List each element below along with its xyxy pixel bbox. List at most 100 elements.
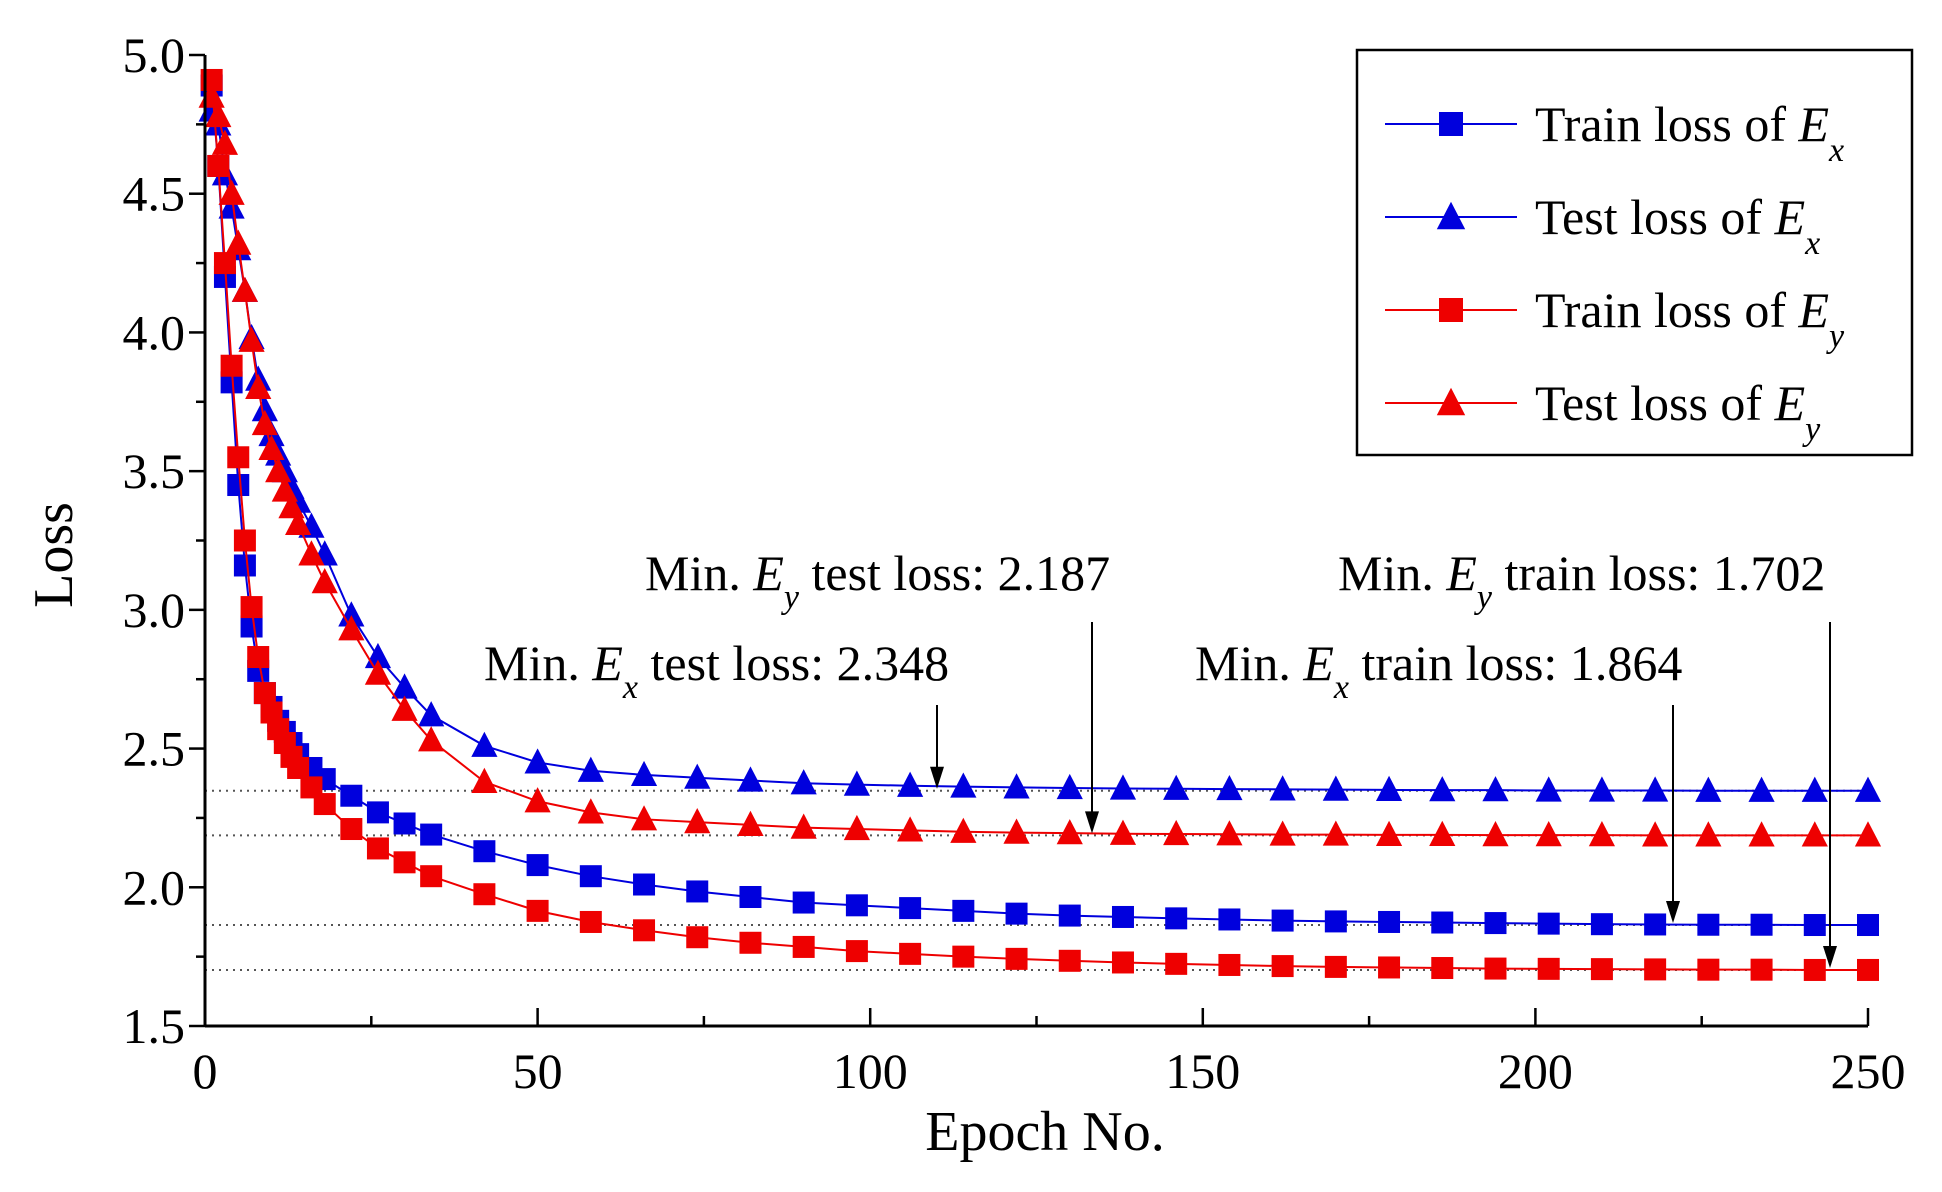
data-point: [1429, 820, 1456, 846]
data-point: [227, 474, 250, 497]
data-point: [579, 865, 602, 888]
data-point: [1271, 909, 1294, 932]
data-point: [1431, 957, 1454, 980]
data-point: [1642, 821, 1669, 847]
data-point: [790, 769, 817, 795]
data-point: [205, 101, 232, 128]
data-point: [366, 801, 389, 824]
data-point: [340, 818, 363, 841]
data-point: [338, 601, 365, 627]
data-point: [1216, 820, 1243, 846]
data-point: [1058, 949, 1081, 972]
data-point: [633, 919, 656, 942]
data-point: [633, 873, 656, 896]
data-point: [1590, 913, 1613, 936]
data-point: [391, 695, 418, 721]
data-point: [686, 926, 709, 949]
data-point: [287, 756, 310, 779]
data-point: [577, 798, 604, 824]
y-axis-label: Loss: [23, 502, 85, 608]
legend-entry: Train loss of Ey: [1385, 282, 1845, 355]
data-point: [1801, 776, 1828, 802]
data-point: [1056, 773, 1083, 800]
data-point: [418, 726, 445, 752]
y-tick-label: 3.0: [123, 582, 186, 638]
data-point: [1375, 820, 1403, 846]
data-point: [1484, 957, 1507, 980]
reference-lines: [205, 789, 1868, 971]
annotation-text: Min. Ex train loss: 1.864: [1195, 635, 1682, 706]
annotation: Min. Ex train loss: 1.864: [1195, 635, 1682, 924]
data-point: [630, 805, 658, 831]
data-point: [1748, 821, 1775, 847]
data-point: [1005, 902, 1028, 925]
data-point: [952, 899, 975, 922]
data-point: [1322, 820, 1349, 846]
annotation-arrow-head: [930, 766, 944, 789]
data-point: [1588, 821, 1616, 847]
data-point: [364, 659, 392, 685]
y-tick-label: 4.5: [123, 166, 186, 222]
x-tick-label: 250: [1831, 1043, 1906, 1099]
legend-label: Train loss of Ex: [1535, 96, 1844, 169]
data-point: [526, 854, 549, 877]
data-point: [739, 885, 762, 908]
annotation-arrow-head: [1085, 811, 1099, 834]
data-point: [1216, 774, 1243, 801]
data-point: [1695, 776, 1722, 802]
data-point: [1803, 958, 1826, 981]
data-point: [300, 776, 323, 799]
data-point: [1642, 776, 1669, 802]
data-point: [338, 615, 365, 641]
data-point: [253, 682, 276, 705]
data-point: [686, 880, 709, 903]
data-point: [251, 409, 278, 436]
data-point: [393, 812, 416, 835]
data-point: [473, 840, 496, 863]
data-point: [792, 935, 815, 958]
data-point: [737, 766, 764, 792]
data-point: [1750, 958, 1773, 981]
legend-label: Test loss of Ey: [1535, 375, 1821, 448]
data-point: [1590, 958, 1613, 981]
data-point: [1803, 914, 1826, 937]
data-point: [843, 770, 870, 796]
annotation-arrow-head: [1823, 945, 1837, 968]
data-point: [1750, 913, 1773, 936]
data-point: [245, 373, 272, 400]
legend-label: Test loss of Ex: [1535, 189, 1820, 262]
data-point: [630, 760, 658, 787]
data-point: [1857, 958, 1879, 981]
data-point: [1588, 776, 1616, 802]
series-layer: [198, 68, 1882, 981]
data-point: [218, 179, 245, 205]
data-point: [311, 568, 338, 594]
data-point: [260, 701, 283, 724]
legend-marker: [1439, 112, 1463, 136]
data-point: [739, 931, 762, 954]
legend-marker: [1439, 298, 1463, 322]
data-point: [1163, 774, 1190, 800]
data-point: [1484, 912, 1507, 935]
data-point: [220, 371, 243, 394]
data-point: [1644, 913, 1667, 936]
x-tick-label: 150: [1165, 1043, 1240, 1099]
data-point: [790, 813, 817, 839]
data-point: [1537, 912, 1560, 935]
data-point: [220, 354, 243, 377]
legend-marker: [1436, 201, 1466, 230]
data-point: [1697, 913, 1720, 936]
data-point: [207, 154, 230, 177]
data-point: [1535, 821, 1562, 847]
data-point: [1163, 819, 1190, 846]
annotations: Min. Ey test loss: 2.187 Min. Ex test los…: [484, 545, 1837, 968]
data-point: [950, 772, 977, 798]
axes: 0 50 100 150 200 250 1.5 2.0 2.5 3.0 3.5 4.0 4.5 5.0: [123, 27, 1906, 1099]
data-point: [225, 229, 252, 255]
y-tick-label: 2.0: [123, 859, 186, 915]
y-tick-label: 4.0: [123, 304, 186, 360]
data-point: [1378, 910, 1401, 933]
data-point: [1269, 820, 1296, 846]
data-point: [240, 596, 263, 619]
data-point: [899, 942, 922, 965]
